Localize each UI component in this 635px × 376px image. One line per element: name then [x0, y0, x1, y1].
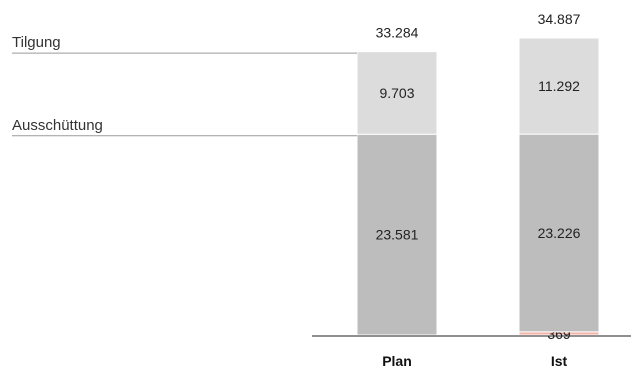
bar-segment-tilgung-ist	[518, 37, 600, 135]
bar-segment-ausschüttung-ist	[518, 133, 600, 333]
bar-segment-ausschüttung-plan	[356, 133, 438, 336]
bar-value-label: 11.292	[538, 78, 580, 94]
category-label-plan: Plan	[382, 353, 412, 369]
bar-total-label: 34.887	[538, 11, 581, 27]
bar-value-label: 23.581	[376, 227, 419, 243]
bar-value-label: 23.226	[538, 225, 581, 241]
category-label-ist: Ist	[551, 353, 568, 369]
bar-total-label: 33.284	[376, 25, 419, 41]
bar-value-label: 9.703	[379, 85, 414, 101]
legend-label-ausschüttung: Ausschüttung	[12, 117, 103, 134]
bar-segment-tilgung-plan	[356, 51, 438, 135]
legend-label-tilgung: Tilgung	[12, 34, 61, 51]
